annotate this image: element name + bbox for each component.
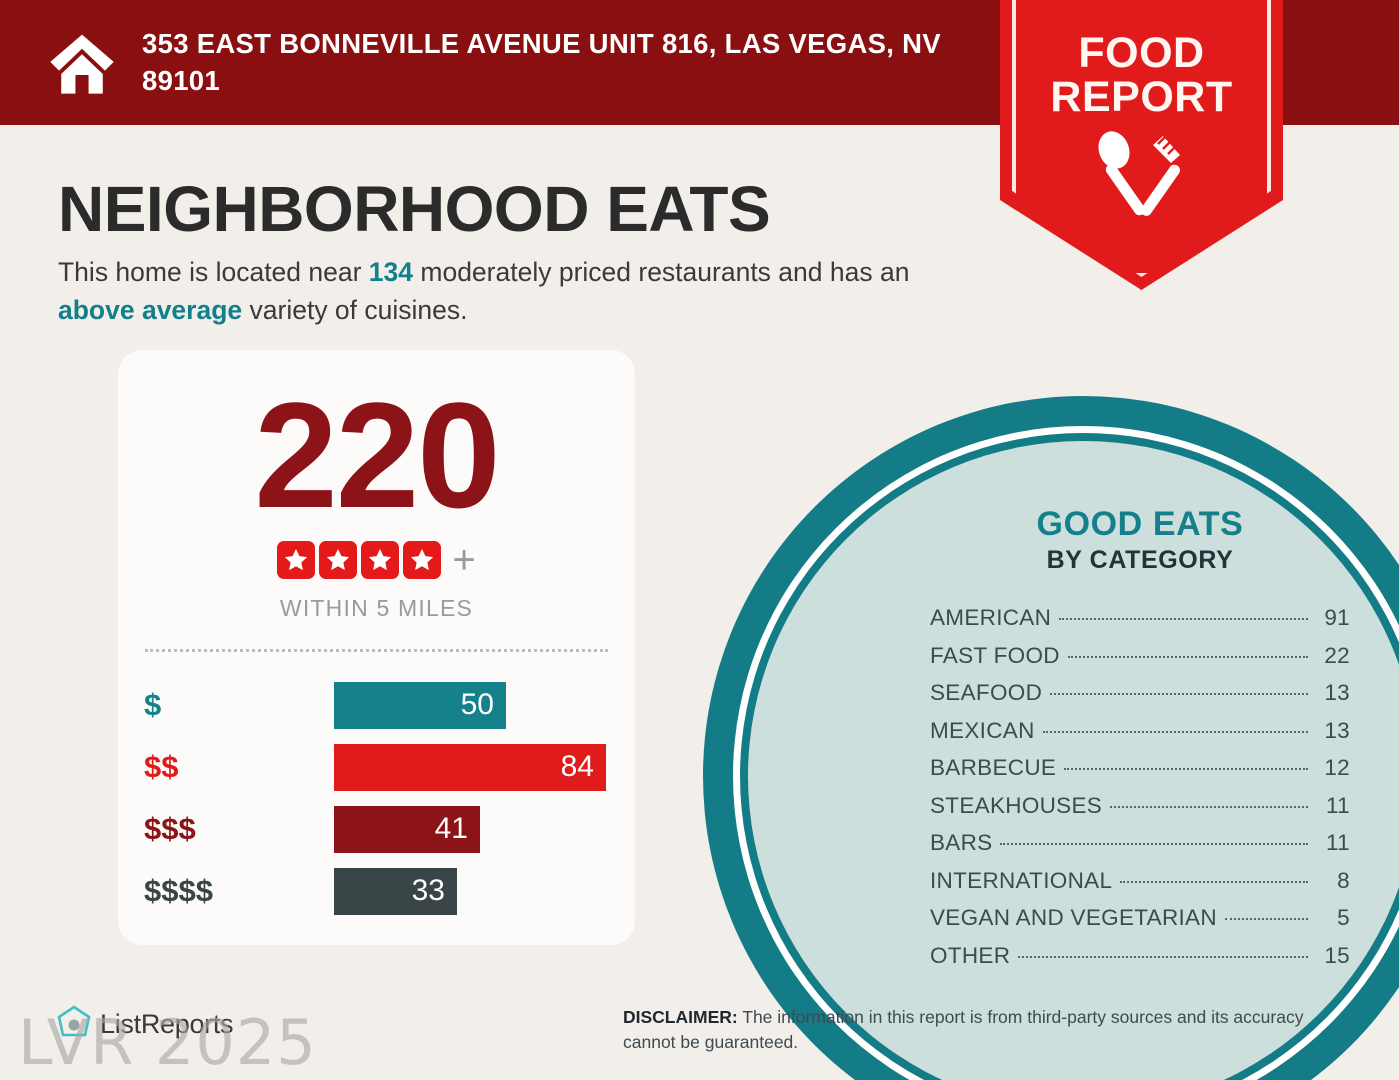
category-row: STEAKHOUSES 11	[930, 793, 1350, 831]
page-subtitle: This home is located near 134 moderately…	[58, 254, 988, 330]
category-count: 12	[1324, 755, 1350, 780]
star-icon	[277, 541, 316, 579]
subtitle-part-2: moderately priced restaurants and has an	[413, 257, 910, 287]
stats-card: 220 + WITHIN 5 MILES $50 $$ 84 $$$ 41 $$$$ 33	[118, 350, 635, 945]
leader-dots	[1224, 918, 1308, 920]
bar-value: 50	[334, 681, 506, 729]
leader-dots	[1067, 655, 1308, 658]
disclaimer-label: DISCLAIMER:	[623, 1007, 738, 1027]
category-name: MEXICAN	[930, 717, 1035, 743]
category-name: BARS	[930, 830, 993, 855]
rating-plus-sign: +	[452, 538, 476, 582]
category-row: SEAFOOD 13	[930, 680, 1350, 718]
leader-dots	[1050, 693, 1308, 695]
food-report-badge: FOOD REPORT	[1000, 0, 1283, 290]
leader-dots	[1110, 805, 1308, 808]
home-icon	[50, 34, 114, 94]
leader-dots	[1059, 618, 1308, 620]
bar-value: 84	[334, 743, 606, 791]
category-row: BARBECUE 12	[930, 755, 1350, 793]
category-name: STEAKHOUSES	[930, 792, 1103, 818]
category-count: 13	[1324, 717, 1350, 743]
good-eats-header: GOOD EATS BY CATEGORY	[930, 505, 1350, 575]
category-count: 11	[1326, 830, 1350, 855]
price-tier-bar-chart: $50 $$ 84 $$$ 41 $$$$ 33	[118, 674, 635, 922]
badge-title-line2: REPORT	[1050, 72, 1233, 121]
disclaimer: DISCLAIMER: The information in this repo…	[623, 1005, 1343, 1056]
radius-label: WITHIN 5 MILES	[279, 595, 474, 621]
category-name: VEGAN AND VEGETARIAN	[930, 905, 1217, 930]
subtitle-highlight-count: 134	[368, 257, 414, 287]
card-divider	[145, 649, 608, 652]
bar-row: $50	[144, 674, 635, 736]
category-count: 11	[1326, 792, 1350, 818]
star-icon	[361, 541, 400, 579]
category-count: 22	[1324, 642, 1350, 668]
subtitle-part-3: variety of cuisines.	[242, 294, 468, 325]
lvr-watermark: LVR 2025	[18, 1006, 317, 1079]
category-count: 8	[1337, 867, 1350, 893]
subtitle-highlight-variety: above average	[58, 294, 243, 325]
listreports-logo[interactable]: ListReports	[52, 1002, 234, 1046]
bar-value: 33	[334, 867, 457, 915]
category-name: OTHER	[930, 942, 1011, 968]
bar-value: 41	[334, 805, 480, 853]
bar-row: $$$ 41	[144, 798, 635, 860]
category-name: INTERNATIONAL	[930, 867, 1113, 893]
leader-dots	[1018, 955, 1308, 958]
listreports-logo-text: ListReports	[100, 1008, 234, 1039]
good-eats-title: GOOD EATS	[1036, 505, 1244, 543]
category-name: AMERICAN	[930, 605, 1052, 630]
disclaimer-text: The information in this report is from t…	[623, 1007, 1304, 1053]
bar-label: $$	[144, 749, 179, 784]
good-eats-list: AMERICAN 91 FAST FOOD 22 SEAFOOD 13 MEXICAN 13 B…	[930, 605, 1350, 980]
category-count: 5	[1337, 905, 1350, 930]
property-address: 353 EAST BONNEVILLE AVENUE UNIT 816, LAS…	[142, 27, 941, 96]
category-row: AMERICAN 91	[930, 605, 1350, 643]
leader-dots	[1064, 768, 1308, 770]
badge-inner-border	[1012, 0, 1271, 277]
category-count: 15	[1324, 942, 1350, 968]
category-name: BARBECUE	[930, 755, 1057, 780]
subtitle-part-1: This home is located near	[58, 257, 369, 287]
category-row: FAST FOOD 22	[930, 643, 1350, 681]
category-row: BARS 11	[930, 830, 1350, 868]
good-eats-panel: GOOD EATS BY CATEGORY AMERICAN 91 FAST FOO…	[930, 505, 1350, 980]
bar-label: $	[144, 687, 162, 722]
category-name: FAST FOOD	[930, 642, 1060, 668]
leader-dots	[1000, 843, 1308, 845]
page-title: NEIGHBORHOOD EATS	[58, 173, 771, 245]
star-icon	[403, 541, 442, 579]
good-eats-subtitle: BY CATEGORY	[1046, 546, 1234, 574]
category-row: OTHER 15	[930, 943, 1350, 981]
category-row: MEXICAN 13	[930, 718, 1350, 756]
star-rating: +	[118, 540, 635, 580]
leader-dots	[1042, 730, 1308, 733]
star-icon	[319, 541, 358, 579]
bar-label: $$$$	[144, 873, 213, 908]
category-name: SEAFOOD	[930, 680, 1043, 705]
category-count: 91	[1324, 605, 1350, 630]
bar-row: $$$$ 33	[144, 860, 635, 922]
circle-fill	[748, 441, 1399, 1080]
category-row: INTERNATIONAL 8	[930, 868, 1350, 906]
listreports-pentagon-icon	[57, 1005, 91, 1037]
badge-title-line1: FOOD	[1078, 29, 1205, 77]
category-count: 13	[1324, 680, 1350, 705]
bar-row: $$ 84	[144, 736, 635, 798]
leader-dots	[1120, 880, 1308, 883]
badge-title: FOOD REPORT	[1000, 29, 1283, 121]
spoon-fork-icon	[1097, 131, 1180, 216]
bar-label: $$$	[144, 811, 196, 846]
restaurant-count: 220	[254, 371, 500, 539]
category-row: VEGAN AND VEGETARIAN 5	[930, 905, 1350, 943]
